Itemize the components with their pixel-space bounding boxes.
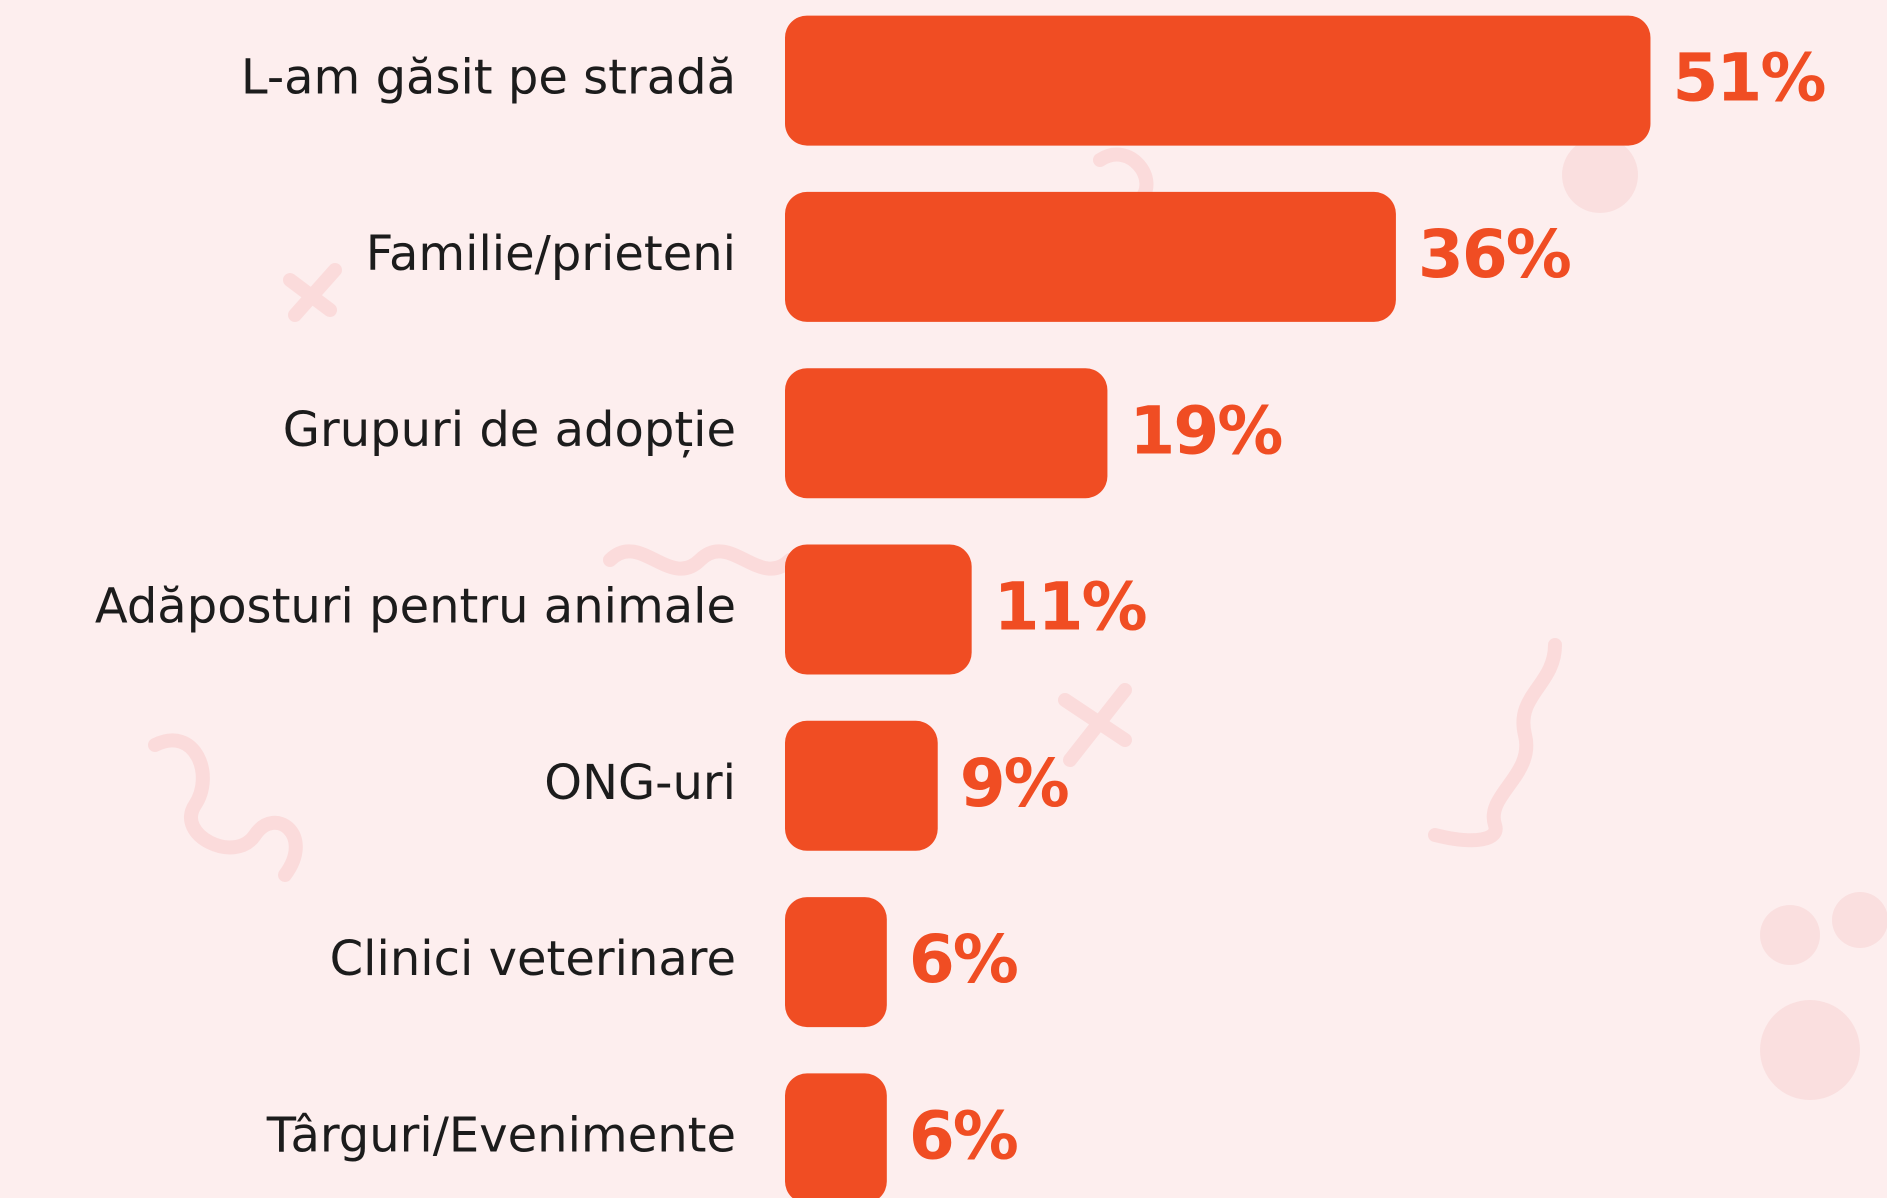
decoration: [610, 551, 790, 568]
bar: [785, 721, 938, 851]
bar: [785, 545, 972, 675]
decoration: [155, 740, 296, 875]
decoration: [1760, 905, 1820, 965]
value-label: 6%: [909, 921, 1018, 998]
value-label: 9%: [960, 745, 1069, 822]
decoration: [1832, 892, 1887, 948]
bar: [785, 897, 887, 1027]
decoration: [1760, 1000, 1860, 1100]
category-label: Familie/prieteni: [366, 226, 736, 282]
category-label: Târguri/Evenimente: [266, 1107, 736, 1163]
category-label: L-am găsit pe stradă: [241, 50, 736, 106]
category-label: Grupuri de adopție: [283, 402, 736, 458]
plot: L-am găsit pe stradă 51% Familie/prieteni 3…: [95, 16, 1825, 1198]
value-label: 19%: [1129, 392, 1282, 469]
bar: [785, 16, 1650, 146]
bar: [785, 1073, 887, 1198]
value-label: 6%: [909, 1097, 1018, 1174]
category-label: ONG-uri: [544, 755, 736, 811]
decoration: [1435, 645, 1555, 840]
bar: [785, 192, 1396, 322]
decoration: [1065, 690, 1125, 760]
value-label: 11%: [994, 569, 1147, 646]
value-label: 36%: [1418, 216, 1571, 293]
category-label: Adăposturi pentru animale: [95, 579, 736, 635]
chart: L-am găsit pe stradă 51% Familie/prieteni 3…: [0, 0, 1887, 1198]
page: {"chart_data": {"type": "bar", "orientat…: [0, 0, 1887, 1198]
bar: [785, 368, 1107, 498]
category-label: Clinici veterinare: [330, 931, 736, 987]
decoration: [1562, 137, 1638, 213]
value-label: 51%: [1672, 40, 1825, 117]
decoration: [290, 270, 335, 315]
